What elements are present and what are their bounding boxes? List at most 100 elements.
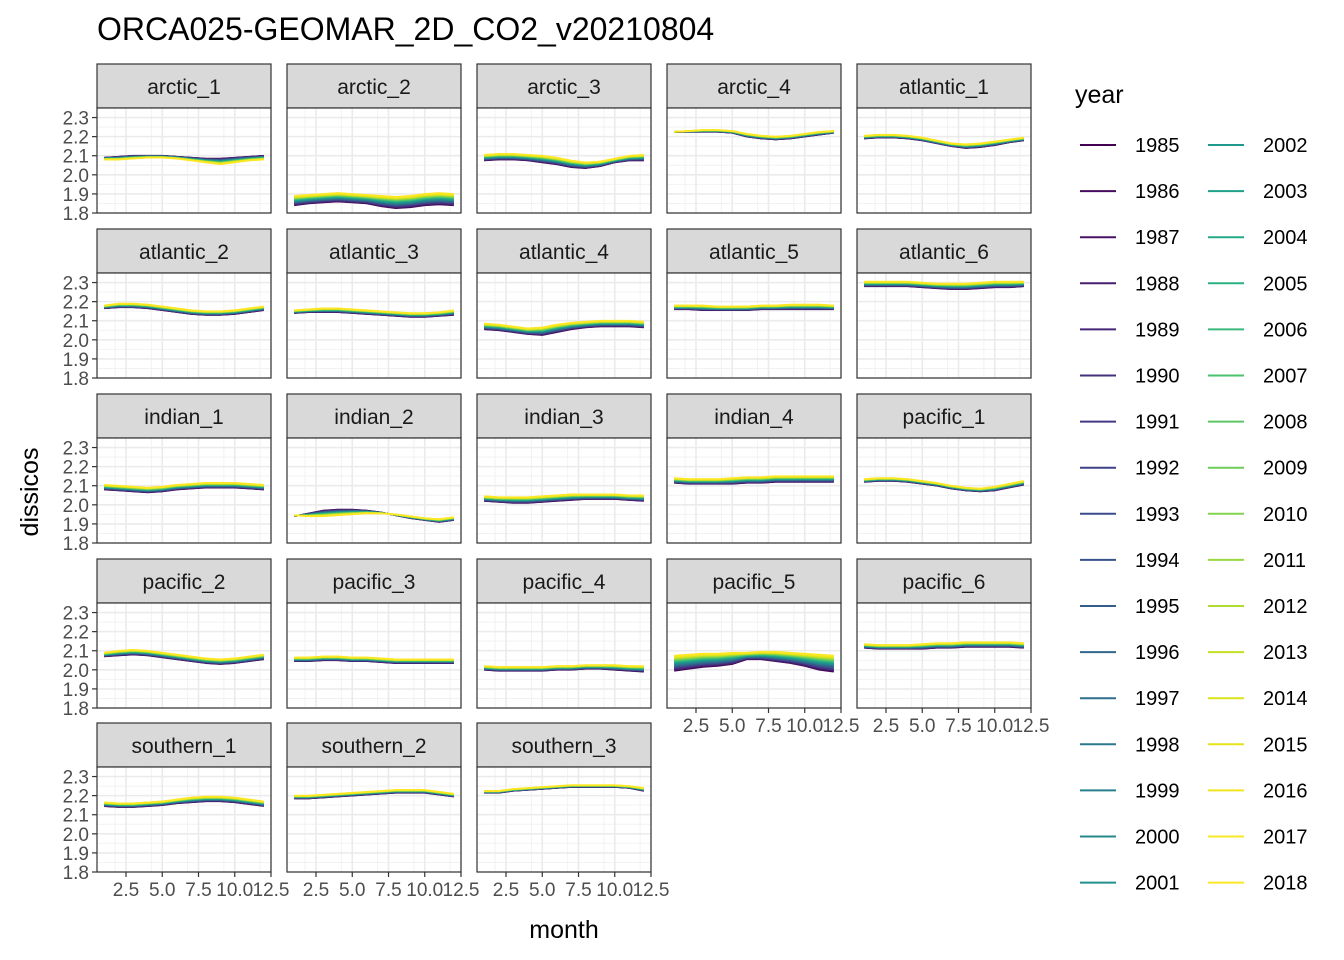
plot-area [667, 273, 841, 378]
panel-border [96, 766, 272, 873]
legend-item-1999: 1999 [1080, 780, 1180, 802]
series-line-2018 [104, 156, 264, 166]
legend-item-2018: 2018 [1208, 873, 1308, 895]
legend-item-1994: 1994 [1080, 550, 1180, 572]
series-lines [104, 482, 264, 494]
legend-label: 1996 [1135, 642, 1180, 664]
facet-strip-label: indian_3 [524, 406, 603, 429]
legend-label: 2010 [1263, 504, 1308, 526]
series-line-2018 [294, 307, 454, 314]
series-lines [104, 154, 264, 166]
facet-panel-pacific_2: pacific_2 1.81.92.02.12.22.3 [63, 558, 272, 720]
panel-border [856, 272, 1032, 379]
x-tick-label: 5.0 [719, 716, 745, 737]
series-line-2018 [104, 302, 264, 312]
plot-area [477, 603, 651, 708]
facet-strip-label: atlantic_2 [139, 241, 229, 264]
series-line-2018 [864, 641, 1024, 646]
facet-panel-southern_2: southern_2 2.5 5.0 7.5 10.0 12.5 [286, 722, 479, 901]
y-axis-title: dissicos [16, 448, 44, 537]
y-tick-label: 1.9 [63, 350, 89, 371]
y-tick-label: 2.3 [63, 109, 89, 130]
legend-label: 2002 [1263, 135, 1308, 157]
panel-border [666, 107, 842, 214]
facet-strip-label: indian_1 [144, 406, 223, 429]
series-lines [674, 650, 834, 673]
legend-item-2012: 2012 [1208, 596, 1308, 618]
facet-panel-arctic_4: arctic_4 [666, 63, 842, 214]
facet-panel-southern_1: southern_1 1.81.92.02.12.22.3 2.5 5.0 7.5 10.… [63, 722, 290, 901]
facet-strip-label: southern_1 [131, 735, 236, 758]
legend-item-2001: 2001 [1080, 873, 1180, 895]
legend-label: 2007 [1263, 366, 1308, 388]
x-tick-label: 12.5 [823, 716, 860, 737]
legend-item-2008: 2008 [1208, 412, 1308, 434]
facet-strip [286, 393, 462, 439]
series-lines [104, 302, 264, 316]
legend-label: 1997 [1135, 688, 1180, 710]
series-lines [864, 477, 1024, 493]
x-tick-label: 5.0 [529, 880, 555, 901]
facet-panel-pacific_5: pacific_5 2.5 5.0 7.5 10.0 12.5 [666, 558, 860, 737]
facet-strip-label: atlantic_6 [899, 241, 989, 264]
facet-strip-label: indian_2 [334, 406, 413, 429]
y-tick-label: 2.2 [63, 128, 89, 149]
legend-label: 1986 [1135, 181, 1180, 203]
legend-item-1985: 1985 [1080, 135, 1180, 157]
panel-border [476, 107, 652, 214]
y-tick-label: 2.3 [63, 604, 89, 625]
facet-panel-pacific_6: pacific_6 2.5 5.0 7.5 10.0 12.5 [856, 558, 1050, 737]
facet-strip-label: atlantic_1 [899, 76, 989, 99]
facet-strip [286, 63, 462, 109]
legend-item-1992: 1992 [1080, 458, 1180, 480]
x-tick-label: 7.5 [375, 880, 401, 901]
facet-panel-indian_1: indian_1 1.81.92.02.12.22.3 [63, 393, 272, 555]
y-tick-label: 1.9 [63, 680, 89, 701]
legend-label: 2005 [1263, 273, 1308, 295]
legend-item-1993: 1993 [1080, 504, 1180, 526]
legend-label: 1992 [1135, 458, 1180, 480]
series-line-2018 [104, 648, 264, 661]
facet-panel-atlantic_2: atlantic_2 1.81.92.02.12.22.3 [63, 228, 272, 390]
y-tick-label: 1.9 [63, 185, 89, 206]
facet-strip [856, 558, 1032, 604]
series-line-2018 [674, 650, 834, 657]
legend-item-1991: 1991 [1080, 412, 1180, 434]
facet-panel-atlantic_5: atlantic_5 [666, 228, 842, 379]
series-lines [674, 129, 834, 141]
series-line-2018 [484, 493, 644, 498]
facet-strip [856, 63, 1032, 109]
y-tick-label: 2.1 [63, 806, 89, 827]
plot-area [477, 438, 651, 543]
y-tick-label: 2.2 [63, 293, 89, 314]
legend-item-2009: 2009 [1208, 458, 1308, 480]
legend-item-2017: 2017 [1208, 827, 1308, 849]
x-tick-label: 12.5 [253, 880, 290, 901]
facet-strip-label: pacific_2 [143, 571, 226, 594]
x-tick-label: 5.0 [909, 716, 935, 737]
legend-item-2013: 2013 [1208, 642, 1308, 664]
series-lines [104, 648, 264, 665]
legend-label: 1994 [1135, 550, 1180, 572]
facet-strip [856, 228, 1032, 274]
series-line-2018 [104, 482, 264, 489]
x-tick-label: 10.0 [976, 716, 1013, 737]
facet-strip-label: atlantic_5 [709, 241, 799, 264]
legend-label: 2001 [1135, 873, 1180, 895]
y-tick-label: 2.1 [63, 312, 89, 333]
facet-panel-indian_2: indian_2 [286, 393, 462, 544]
x-tick-label: 12.5 [1013, 716, 1050, 737]
facet-strip [286, 558, 462, 604]
legend-label: 2014 [1263, 688, 1308, 710]
series-lines [484, 493, 644, 504]
x-tick-label: 7.5 [945, 716, 971, 737]
y-tick-label: 1.8 [63, 863, 89, 884]
facet-strip [96, 558, 272, 604]
y-tick-label: 1.8 [63, 204, 89, 225]
series-line-2018 [484, 664, 644, 668]
legend-label: 2015 [1263, 734, 1308, 756]
facet-strip-label: pacific_1 [903, 406, 986, 429]
panel-border [96, 602, 272, 709]
facet-strip [666, 63, 842, 109]
legend-label: 2004 [1263, 227, 1308, 249]
